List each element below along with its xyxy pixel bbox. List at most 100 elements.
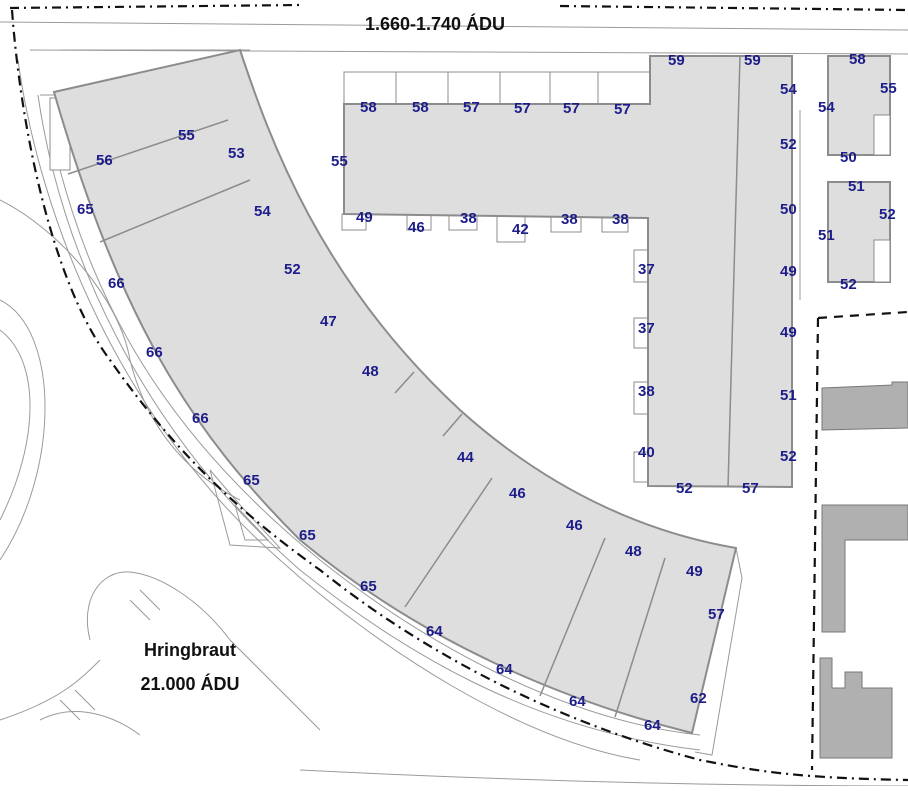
- noise-level-label: 59: [668, 52, 685, 69]
- partition: [394, 371, 415, 394]
- noise-level-label: 54: [818, 99, 835, 116]
- top-road-edge-north: [0, 21, 908, 31]
- noise-level-label: 54: [780, 81, 797, 98]
- balconies: [49, 71, 651, 483]
- small-buildings: [827, 55, 891, 283]
- hringbraut-arc-south: [86, 571, 321, 731]
- site-boundary-top: [9, 3, 908, 12]
- partition: [404, 477, 493, 608]
- hringbraut-lane-2: [0, 659, 101, 721]
- curved-building-labels: 56 55 53 65 54 66 52 47 66 48 66 44 65 4…: [77, 127, 725, 734]
- small-building-north-annex: [873, 114, 891, 156]
- curved-building: [52, 48, 738, 735]
- l-building-labels: 59 59 54 58 58 57 57 57 57 55 52 49 46 3…: [331, 52, 797, 497]
- site-boundary-east: [810, 310, 908, 771]
- balcony: [496, 213, 526, 243]
- sidewalk-line-west-1: [17, 59, 641, 761]
- neighbor-building-3: [819, 657, 893, 759]
- hringbraut-arc-south-2: [39, 711, 141, 736]
- noise-level-label: 62: [690, 690, 707, 707]
- hringbraut-roundabout-inner: [0, 329, 31, 521]
- hringbraut-roundabout-outer: [0, 299, 46, 561]
- noise-level-label: 54: [254, 203, 271, 220]
- noise-level-label: 52: [879, 206, 896, 223]
- partition: [99, 179, 251, 243]
- noise-level-label: 47: [320, 313, 337, 330]
- lower-road-edge: [299, 769, 908, 787]
- noise-level-label: 59: [744, 52, 761, 69]
- noise-level-label: 53: [228, 145, 245, 162]
- noise-level-label: 38: [638, 383, 655, 400]
- road-network: [0, 21, 908, 787]
- small-building-south-annex: [873, 239, 891, 283]
- noise-level-label: 38: [460, 210, 477, 227]
- noise-level-label: 65: [243, 472, 260, 489]
- sidewalk-line-west-3: [59, 169, 701, 736]
- noise-level-label: 57: [614, 101, 631, 118]
- noise-level-label: 57: [708, 606, 725, 623]
- noise-level-label: 48: [625, 543, 642, 560]
- noise-level-label: 50: [780, 201, 797, 218]
- noise-level-label: 55: [880, 80, 897, 97]
- noise-level-label: 46: [566, 517, 583, 534]
- noise-level-label: 38: [612, 211, 629, 228]
- sidewalk-line-west-2: [37, 94, 701, 751]
- partition: [67, 119, 229, 175]
- partition: [442, 413, 463, 437]
- noise-level-label: 57: [463, 99, 480, 116]
- curved-building-footprint: [52, 48, 738, 735]
- top-road-traffic-label: 1.660-1.740 ÁDU: [365, 13, 505, 34]
- noise-level-label: 38: [561, 211, 578, 228]
- noise-level-label: 66: [108, 275, 125, 292]
- balcony: [395, 71, 449, 105]
- noise-level-label: 52: [676, 480, 693, 497]
- noise-level-label: 42: [512, 221, 529, 238]
- island-shape: [209, 469, 282, 549]
- noise-level-label: 57: [563, 100, 580, 117]
- noise-level-label: 58: [849, 51, 866, 68]
- island-shape-2: [234, 504, 270, 541]
- noise-level-label: 51: [780, 387, 797, 404]
- noise-level-label: 65: [299, 527, 316, 544]
- balcony: [597, 71, 651, 105]
- neighbor-buildings: [819, 381, 908, 759]
- noise-level-label: 46: [408, 219, 425, 236]
- curved-east-lot: [694, 547, 743, 756]
- curved-building-partitions: [67, 119, 666, 718]
- noise-level-label: 57: [514, 100, 531, 117]
- noise-level-label: 66: [146, 344, 163, 361]
- partition: [539, 537, 606, 697]
- noise-level-label: 65: [77, 201, 94, 218]
- partition: [614, 557, 666, 718]
- noise-level-label: 65: [360, 578, 377, 595]
- crossing-lines-2: [59, 689, 96, 721]
- balcony: [343, 71, 397, 105]
- l-building-footprint: [343, 55, 793, 489]
- l-building: [343, 55, 793, 489]
- noise-level-label: 58: [360, 99, 377, 116]
- noise-level-label: 55: [178, 127, 195, 144]
- noise-level-label: 64: [496, 661, 513, 678]
- noise-level-label: 50: [840, 149, 857, 166]
- neighbor-building-1: [821, 381, 908, 431]
- noise-level-label: 56: [96, 152, 113, 169]
- noise-level-label: 51: [848, 178, 865, 195]
- noise-level-label: 40: [638, 444, 655, 461]
- site-boundary: [9, 3, 908, 782]
- noise-level-label: 52: [284, 261, 301, 278]
- noise-level-label: 66: [192, 410, 209, 427]
- noise-level-label: 58: [412, 99, 429, 116]
- noise-level-label: 37: [638, 261, 655, 278]
- hringbraut-traffic-label: 21.000 ÁDU: [140, 673, 239, 694]
- noise-level-label: 52: [780, 448, 797, 465]
- noise-level-label: 49: [686, 563, 703, 580]
- noise-level-label: 52: [840, 276, 857, 293]
- noise-level-label: 55: [331, 153, 348, 170]
- noise-level-label: 49: [356, 209, 373, 226]
- noise-level-label: 64: [569, 693, 586, 710]
- noise-level-label: 37: [638, 320, 655, 337]
- noise-level-label: 64: [644, 717, 661, 734]
- top-road-edge-south: [29, 49, 908, 55]
